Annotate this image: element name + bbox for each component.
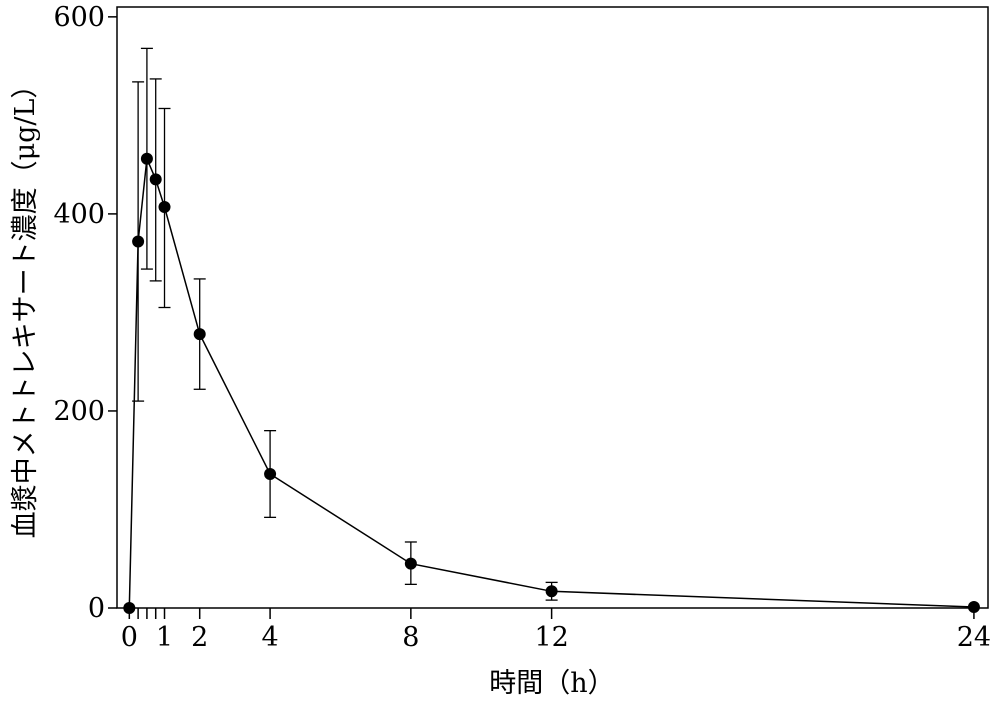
- x-axis: 0 1 2 4 8 12 24: [121, 608, 991, 653]
- series-line: [128, 155, 974, 609]
- data-point: [132, 235, 145, 248]
- data-point: [404, 557, 417, 570]
- y-axis-label: 血漿中メトトレキサート濃度（μg/L）: [10, 72, 41, 539]
- x-tick-label: 8: [402, 622, 419, 653]
- x-tick-label: 24: [957, 622, 991, 653]
- data-point: [193, 328, 206, 341]
- data-point: [149, 173, 162, 186]
- x-tick-label: 2: [191, 622, 208, 653]
- y-axis: 0 200 400 600: [53, 2, 117, 624]
- data-point: [158, 201, 171, 214]
- x-tick-label: 0: [121, 622, 138, 653]
- y-tick-label: 200: [53, 396, 105, 427]
- y-tick-label: 0: [88, 593, 105, 624]
- error-bars: [132, 47, 558, 601]
- data-points: [123, 152, 980, 614]
- y-tick-label: 400: [53, 199, 105, 230]
- plot-frame: [116, 6, 989, 609]
- data-point: [123, 602, 136, 614]
- x-tick-label: 4: [261, 622, 278, 653]
- x-tick-label: 1: [156, 622, 173, 653]
- y-tick-label: 600: [53, 2, 105, 33]
- data-point: [264, 468, 277, 481]
- data-point: [967, 601, 980, 614]
- data-point: [545, 585, 558, 598]
- x-tick-label: 12: [534, 622, 568, 653]
- x-axis-label: 時間（h）: [489, 668, 614, 699]
- data-point: [140, 152, 153, 165]
